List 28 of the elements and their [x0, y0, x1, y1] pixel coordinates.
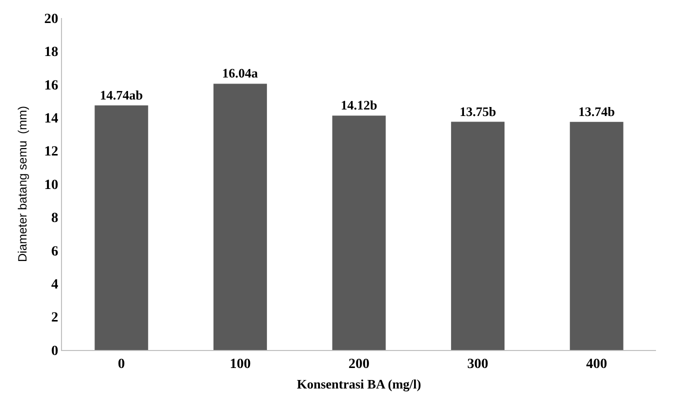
data-label: 14.12b: [340, 98, 378, 113]
y-tick-label: 20: [44, 12, 58, 27]
y-tick-label: 2: [51, 310, 58, 326]
y-tick-label: 14: [44, 112, 58, 126]
y-tick-label: 6: [51, 244, 58, 260]
y-tick-label: 18: [44, 45, 58, 60]
y-tick-label: 10: [44, 178, 58, 193]
y-tick-label: 0: [51, 344, 58, 359]
y-tick-label: 16: [44, 78, 58, 94]
y-tick-label: 8: [51, 211, 58, 226]
x-tick-label: 100: [230, 356, 251, 372]
data-label: 13.74b: [578, 104, 615, 119]
data-label: 14.74ab: [100, 87, 143, 102]
data-label: 13.75b: [460, 104, 496, 119]
x-tick-label: 200: [348, 356, 370, 372]
x-tick-label: 0: [118, 356, 125, 372]
bar: [570, 122, 624, 350]
x-tick-label: 300: [467, 356, 488, 372]
y-tick-label: 4: [51, 278, 58, 292]
y-axis-title: Diameter batang semu (mm): [16, 106, 30, 262]
bar: [451, 122, 505, 350]
data-label: 16.04a: [222, 66, 258, 81]
x-axis-title: Konsentrasi BA (mg/l): [296, 376, 422, 392]
y-tick-label: 12: [44, 144, 58, 160]
x-tick-label: 400: [586, 356, 608, 372]
bar: [94, 105, 148, 350]
bar: [213, 84, 267, 350]
bar: [332, 116, 386, 350]
